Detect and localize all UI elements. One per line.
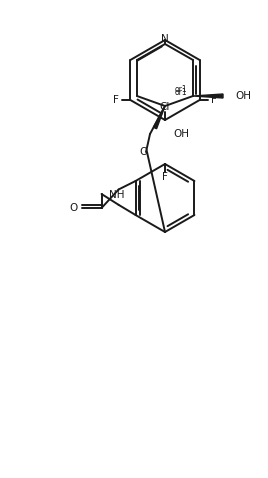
Text: O: O — [139, 147, 147, 157]
Text: F: F — [211, 95, 217, 105]
Text: Cl: Cl — [160, 102, 170, 112]
Text: or1: or1 — [175, 87, 187, 97]
Polygon shape — [193, 94, 223, 98]
Text: F: F — [113, 95, 119, 105]
Text: OH: OH — [173, 129, 189, 139]
Polygon shape — [153, 106, 165, 129]
Text: N: N — [161, 34, 169, 44]
Text: O: O — [69, 203, 78, 213]
Text: F: F — [162, 172, 168, 182]
Text: or1: or1 — [175, 85, 187, 94]
Text: OH: OH — [235, 91, 251, 101]
Text: NH: NH — [109, 189, 124, 199]
